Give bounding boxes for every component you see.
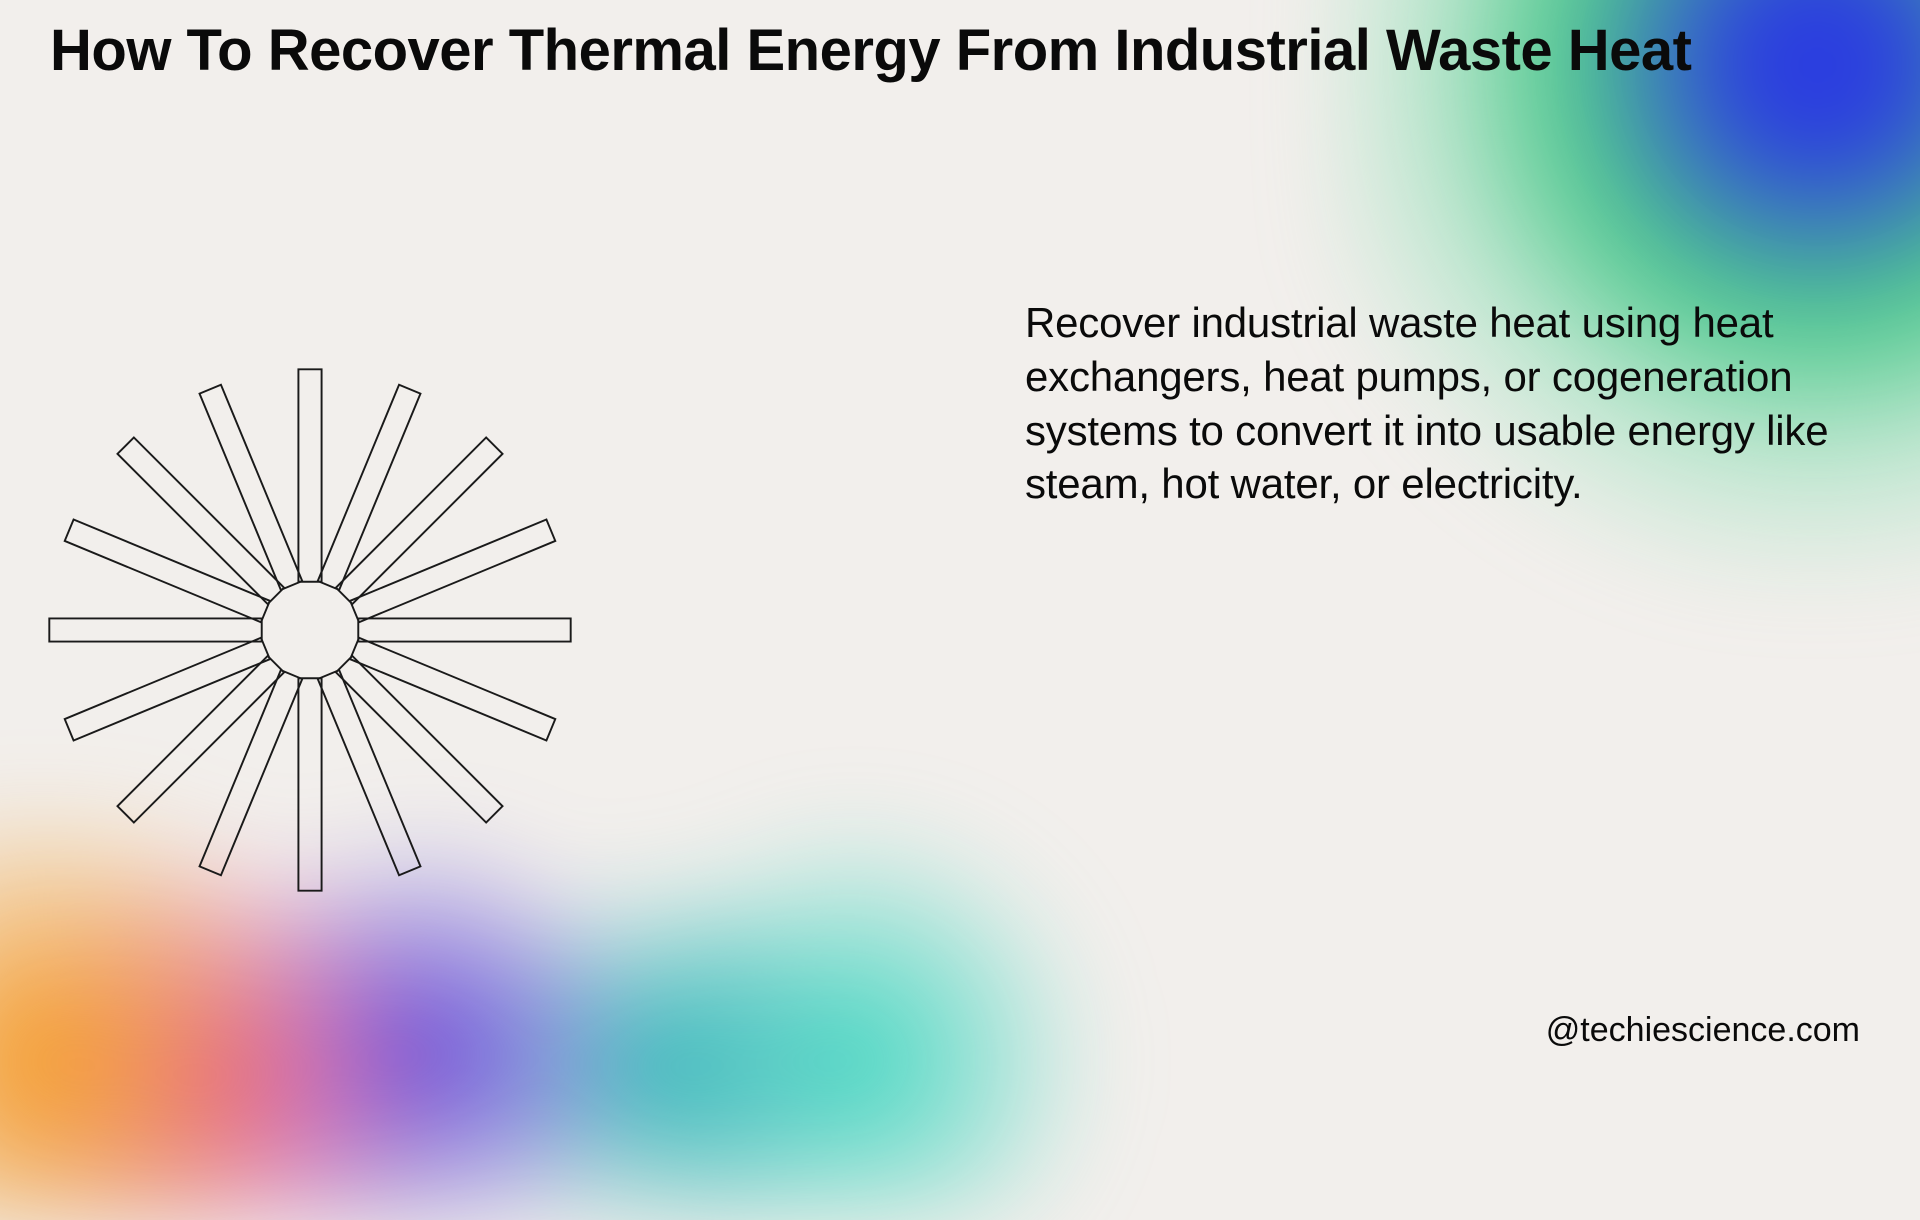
- page-title: How To Recover Thermal Energy From Indus…: [50, 18, 1870, 85]
- attribution: @techiescience.com: [1546, 1011, 1860, 1050]
- sunburst-icon: [30, 340, 590, 920]
- body-text: Recover industrial waste heat using heat…: [1025, 296, 1835, 511]
